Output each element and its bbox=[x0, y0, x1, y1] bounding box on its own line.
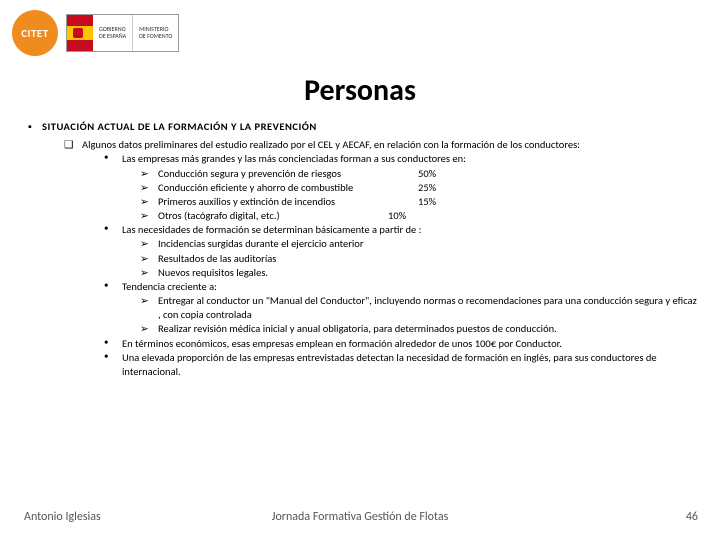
bullet-dot-icon: • bbox=[104, 351, 122, 379]
list-item: ➢ Realizar revisión médica inicial y anu… bbox=[140, 322, 700, 336]
p2-item: Incidencias surgidas durante el ejercici… bbox=[158, 237, 364, 251]
p2-item: Resultados de las auditorías bbox=[158, 252, 276, 266]
p2-lead: Las necesidades de formación se determin… bbox=[122, 223, 421, 237]
p1-item-pct: 10% bbox=[388, 209, 406, 223]
p1-item-text: Conducción segura y prevención de riesgo… bbox=[158, 167, 418, 181]
list-item: ➢ Conducción eficiente y ahorro de combu… bbox=[140, 181, 700, 195]
p1-lead: Las empresas más grandes y las más conci… bbox=[122, 152, 466, 166]
bullet-arrow-icon: ➢ bbox=[140, 181, 158, 195]
p2-item: Nuevos requisitos legales. bbox=[158, 266, 268, 280]
ministerio-label: MINISTERIO DE FOMENTO bbox=[133, 15, 178, 51]
bullet-arrow-icon: ➢ bbox=[140, 167, 158, 181]
bullet-arrow-icon: ➢ bbox=[140, 266, 158, 280]
footer: Antonio Iglesias Jornada Formativa Gesti… bbox=[0, 510, 720, 524]
bullet-dot-icon: • bbox=[104, 337, 122, 351]
citet-logo: CITET bbox=[12, 10, 58, 56]
p3-item: Realizar revisión médica inicial y anual… bbox=[158, 322, 557, 336]
p1-lead-row: • Las empresas más grandes y las más con… bbox=[104, 152, 700, 166]
bullet-square-icon: ▪ bbox=[28, 120, 42, 134]
main-bullet: ▪ SITUACIÓN ACTUAL DE LA FORMACIÓN Y LA … bbox=[28, 120, 700, 134]
bullet-dot-icon: • bbox=[104, 280, 122, 294]
content-area: ▪ SITUACIÓN ACTUAL DE LA FORMACIÓN Y LA … bbox=[28, 120, 700, 379]
gob-line2: DE ESPAÑA bbox=[99, 33, 126, 40]
bullet-dot-icon: • bbox=[104, 152, 122, 166]
p5-text: Una elevada proporción de las empresas e… bbox=[122, 351, 700, 379]
p4-text: En términos económicos, esas empresas em… bbox=[122, 337, 562, 351]
p2-lead-row: • Las necesidades de formación se determ… bbox=[104, 223, 700, 237]
list-item: ➢ Otros (tacógrafo digital, etc.)10% bbox=[140, 209, 700, 223]
p1-item-pct: 25% bbox=[418, 181, 436, 195]
section-heading: SITUACIÓN ACTUAL DE LA FORMACIÓN Y LA PR… bbox=[42, 120, 317, 134]
p1-item-text: Primeros auxilios y extinción de incendi… bbox=[158, 195, 418, 209]
intro-row: ❑ Algunos datos preliminares del estudio… bbox=[64, 138, 700, 152]
list-item: ➢ Entregar al conductor un "Manual del C… bbox=[140, 294, 700, 322]
p3-lead: Tendencia creciente a: bbox=[122, 280, 217, 294]
government-logo: GOBIERNO DE ESPAÑA MINISTERIO DE FOMENTO bbox=[66, 14, 179, 52]
bullet-arrow-icon: ➢ bbox=[140, 294, 158, 322]
bullet-arrow-icon: ➢ bbox=[140, 322, 158, 336]
slide-title: Personas bbox=[0, 72, 720, 109]
p1-item-pct: 50% bbox=[418, 167, 436, 181]
list-item: ➢ Primeros auxilios y extinción de incen… bbox=[140, 195, 700, 209]
list-item: ➢ Nuevos requisitos legales. bbox=[140, 266, 700, 280]
bullet-arrow-icon: ➢ bbox=[140, 195, 158, 209]
bullet-arrow-icon: ➢ bbox=[140, 237, 158, 251]
p5-row: • Una elevada proporción de las empresas… bbox=[104, 351, 700, 379]
header-logos: CITET GOBIERNO DE ESPAÑA MINISTERIO DE F… bbox=[12, 10, 179, 56]
list-item: ➢ Conducción segura y prevención de ries… bbox=[140, 167, 700, 181]
bullet-arrow-icon: ➢ bbox=[140, 252, 158, 266]
bullet-dot-icon: • bbox=[104, 223, 122, 237]
footer-author: Antonio Iglesias bbox=[24, 510, 101, 524]
bullet-arrow-icon: ➢ bbox=[140, 209, 158, 223]
list-item: ➢ Resultados de las auditorías bbox=[140, 252, 700, 266]
p1-item-text: Otros (tacógrafo digital, etc.) bbox=[158, 209, 388, 223]
gobierno-label: GOBIERNO DE ESPAÑA bbox=[93, 15, 133, 51]
intro-text: Algunos datos preliminares del estudio r… bbox=[82, 138, 580, 152]
footer-center: Jornada Formativa Gestión de Flotas bbox=[0, 510, 720, 524]
p1-item-pct: 15% bbox=[418, 195, 436, 209]
min-line2: DE FOMENTO bbox=[139, 33, 172, 40]
p1-item-text: Conducción eficiente y ahorro de combust… bbox=[158, 181, 418, 195]
p3-lead-row: • Tendencia creciente a: bbox=[104, 280, 700, 294]
bullet-hollow-square-icon: ❑ bbox=[64, 138, 82, 152]
spain-flag-icon bbox=[67, 15, 93, 51]
p4-row: • En términos económicos, esas empresas … bbox=[104, 337, 700, 351]
p3-item: Entregar al conductor un "Manual del Con… bbox=[158, 294, 700, 322]
list-item: ➢ Incidencias surgidas durante el ejerci… bbox=[140, 237, 700, 251]
footer-page-number: 46 bbox=[686, 510, 698, 524]
